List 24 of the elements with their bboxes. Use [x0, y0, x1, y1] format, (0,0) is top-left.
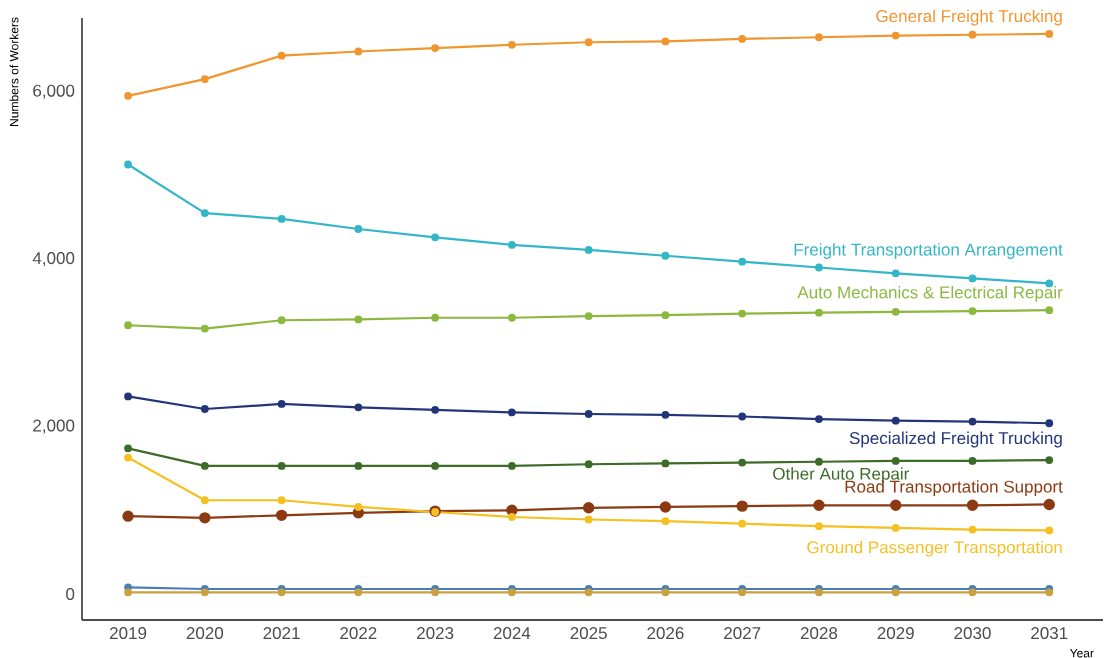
y-tick-label: 2,000	[33, 419, 75, 434]
series-label: Specialized Freight Trucking	[849, 431, 1062, 448]
x-tick-label: 2029	[877, 627, 914, 640]
x-tick-label: 2023	[417, 627, 454, 640]
series-label: Freight Transportation Arrangement	[794, 243, 1063, 259]
x-tick-label: 2030	[954, 627, 991, 640]
x-axis-title: Year	[1069, 649, 1094, 658]
series-label: Ground Passenger Transportation	[807, 540, 1062, 557]
y-axis-title: Numbers of Workers	[9, 17, 19, 126]
x-tick-label: 2026	[647, 627, 684, 640]
x-tick-label: 2031	[1031, 627, 1068, 640]
y-tick-label: 4,000	[32, 252, 75, 267]
x-tick-label: 2020	[186, 627, 224, 640]
x-tick-label: 2024	[493, 627, 531, 640]
x-tick-label: 2022	[340, 627, 377, 640]
y-tick-label: 0	[66, 588, 75, 601]
y-tick-label: 6,000	[33, 84, 75, 99]
series-label: Auto Mechanics & Electrical Repair	[797, 285, 1063, 302]
x-tick-label: 2027	[724, 627, 761, 640]
series-label: General Freight Trucking	[876, 9, 1062, 26]
x-tick-label: 2019	[110, 627, 147, 640]
x-tick-label: 2028	[800, 627, 838, 640]
x-tick-label: 2021	[263, 627, 300, 640]
x-tick-label: 2025	[570, 627, 607, 640]
